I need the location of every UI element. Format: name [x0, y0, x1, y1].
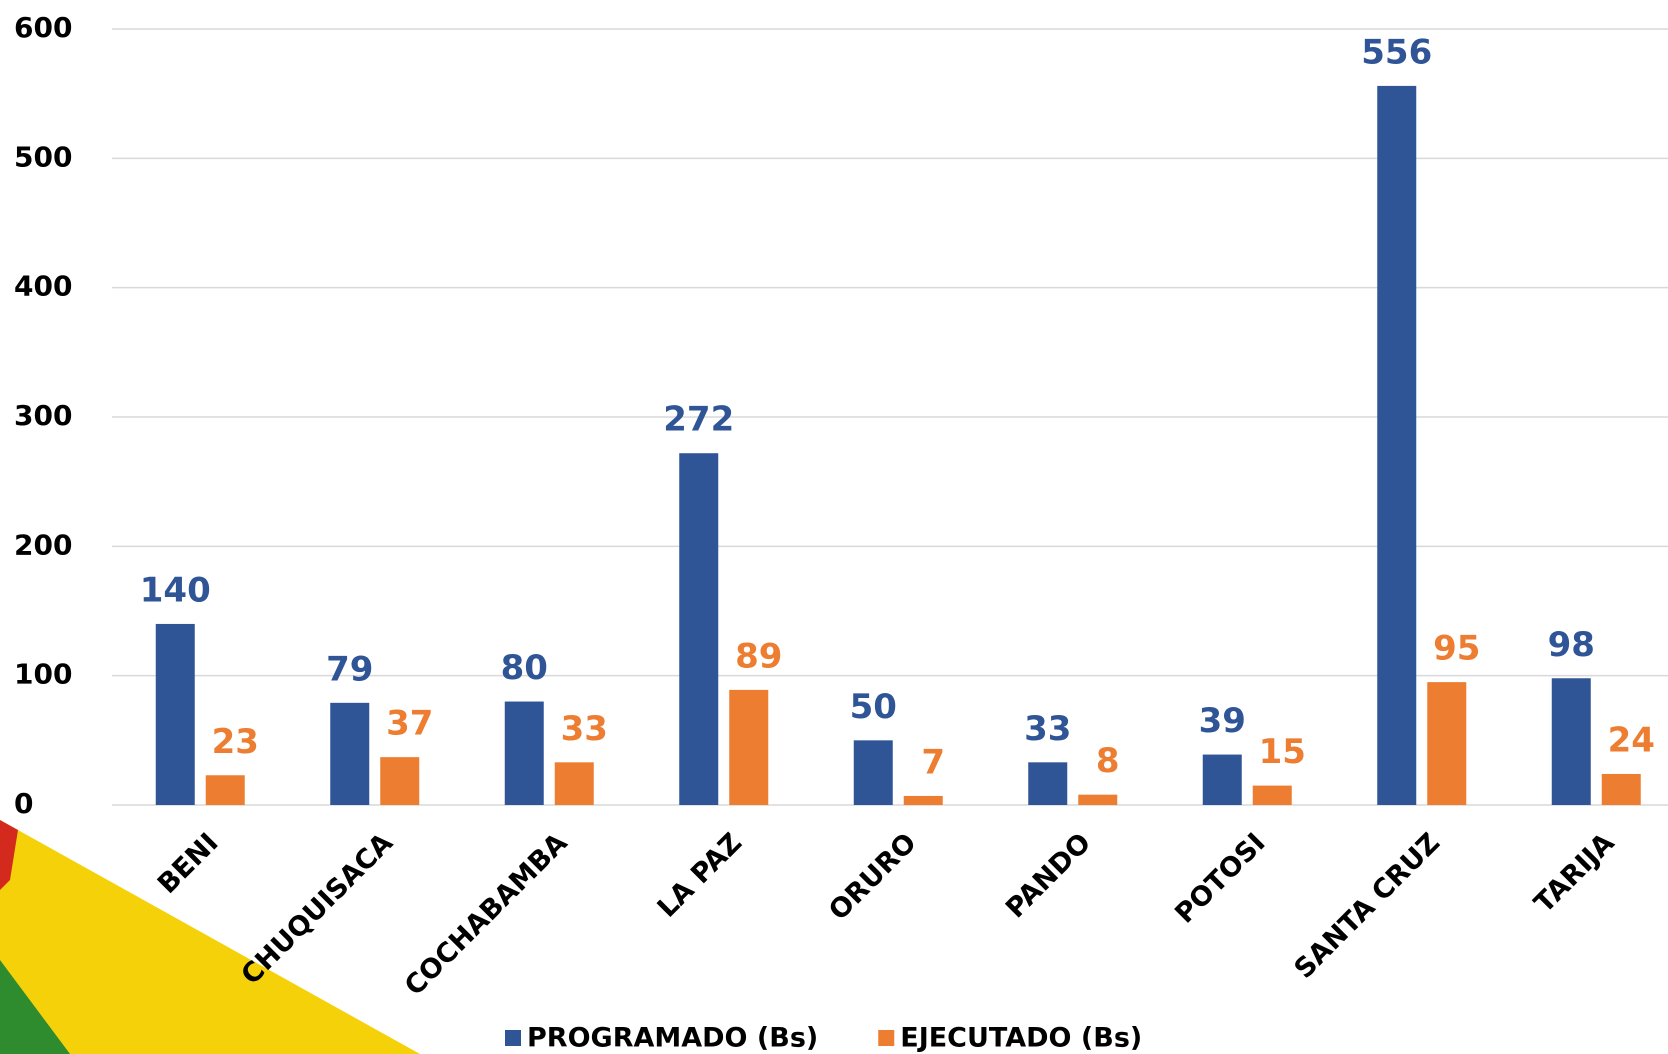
- value-label: 79: [326, 649, 373, 689]
- value-label: 7: [921, 742, 945, 782]
- value-label: 39: [1199, 701, 1246, 741]
- bar: [1377, 85, 1417, 805]
- y-tick-label: 500: [14, 140, 72, 173]
- bar: [155, 623, 195, 805]
- y-tick-label: 0: [14, 787, 33, 820]
- x-tick-label: POTOSI: [1169, 827, 1271, 929]
- y-tick-label: 300: [14, 399, 72, 432]
- x-tick-label: LA PAZ: [652, 827, 748, 923]
- y-tick-label: 200: [14, 528, 72, 561]
- bar: [1427, 682, 1467, 805]
- value-label: 95: [1433, 629, 1480, 669]
- flag-yellow: [0, 820, 420, 1054]
- value-label: 80: [501, 648, 548, 688]
- bar: [554, 762, 594, 805]
- y-tick-label: 100: [14, 658, 72, 691]
- value-label: 23: [212, 722, 259, 762]
- x-tick-label: TARIJA: [1529, 827, 1621, 919]
- x-tick-label: BENI: [152, 827, 225, 900]
- bar: [504, 701, 544, 805]
- legend-label: EJECUTADO (Bs): [900, 1023, 1142, 1054]
- x-tick-label: SANTA CRUZ: [1289, 827, 1446, 984]
- flag-green: [0, 960, 70, 1054]
- legend-swatch: [878, 1030, 895, 1046]
- value-label: 37: [386, 704, 433, 744]
- value-label: 24: [1608, 720, 1655, 760]
- value-label: 33: [1024, 709, 1071, 749]
- bar: [729, 689, 769, 805]
- x-tick-label: ORURO: [823, 827, 922, 926]
- legend-swatch: [505, 1030, 521, 1046]
- value-label: 272: [663, 400, 734, 440]
- bar: [903, 795, 943, 805]
- bar: [380, 757, 420, 805]
- value-label: 8: [1096, 741, 1120, 781]
- x-tick-label: PANDO: [1000, 827, 1097, 924]
- bar: [853, 740, 893, 805]
- y-tick-label: 600: [14, 11, 72, 44]
- legend-label: PROGRAMADO (Bs): [527, 1023, 818, 1054]
- flag-red: [0, 820, 18, 890]
- bar: [205, 775, 245, 805]
- value-label: 98: [1548, 625, 1595, 665]
- value-label: 50: [850, 687, 897, 727]
- bar: [1252, 785, 1292, 805]
- value-label: 89: [735, 636, 782, 676]
- value-label: 33: [561, 709, 608, 749]
- flag-decoration: [0, 820, 420, 1054]
- bar: [1028, 762, 1068, 805]
- bar: [679, 453, 719, 805]
- bar: [1202, 754, 1242, 805]
- bar: [1551, 678, 1591, 805]
- x-tick-label: COCHABAMBA: [399, 827, 574, 1002]
- bar: [1601, 773, 1641, 805]
- bar: [330, 702, 370, 805]
- y-tick-label: 400: [14, 270, 72, 303]
- x-tick-label: CHUQUISACA: [235, 827, 399, 991]
- value-label: 140: [140, 570, 211, 610]
- value-label: 556: [1361, 32, 1432, 72]
- value-label: 15: [1259, 732, 1306, 772]
- bar: [1078, 794, 1118, 805]
